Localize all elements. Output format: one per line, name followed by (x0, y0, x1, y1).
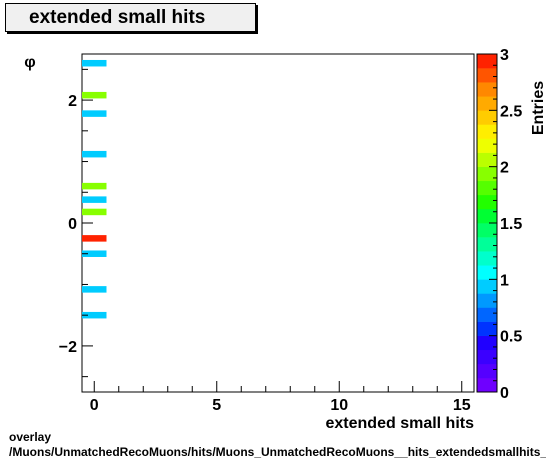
palette-swatch (477, 82, 497, 97)
z-axis: 0 0.5 1 1.5 2 2.5 3 (489, 47, 522, 402)
y-axis: −2 0 2 (59, 68, 93, 378)
palette-swatch (477, 68, 497, 83)
palette-swatch (477, 349, 497, 365)
palette-swatch (477, 96, 497, 111)
heatmap-cell (82, 91, 107, 99)
palette-swatch (477, 223, 497, 238)
palette-swatch (477, 152, 497, 167)
z-tick-label: 2 (500, 160, 509, 177)
y-tick-label: 0 (68, 216, 77, 233)
heatmap-cell (82, 150, 107, 158)
color-palette (476, 53, 498, 393)
palette-swatch (477, 251, 497, 266)
heatmap-cell (82, 59, 107, 67)
heatmap-cell (82, 208, 107, 216)
palette-swatch (477, 194, 497, 210)
palette-swatch (477, 138, 497, 153)
palette-swatch (477, 237, 497, 252)
x-tick-label: 10 (330, 397, 348, 414)
palette-swatch (477, 265, 497, 280)
heatmap-cell (82, 235, 107, 242)
z-tick-label: 0 (500, 385, 509, 402)
footer-line-1: overlay (9, 430, 52, 444)
palette-swatch (477, 180, 497, 196)
z-axis-title: Entries (530, 81, 546, 135)
x-axis: 0 5 10 15 (90, 381, 471, 414)
z-tick-label: 1 (500, 272, 509, 289)
y-tick-label: 2 (68, 93, 77, 110)
z-tick-label: 2.5 (500, 103, 522, 120)
chart-title: extended small hits (5, 3, 256, 32)
x-tick-label: 0 (90, 397, 99, 414)
palette-swatch (477, 293, 497, 308)
palette-swatch (477, 110, 497, 125)
heatmap-cell (82, 286, 107, 293)
palette-swatch (477, 208, 497, 224)
palette-swatch (477, 124, 497, 139)
palette-swatch (477, 363, 497, 379)
y-axis-title: φ (24, 54, 35, 71)
palette-swatch (477, 377, 497, 393)
palette-swatch (477, 54, 497, 69)
x-tick-label: 5 (212, 397, 221, 414)
heatmap-cell (82, 311, 107, 319)
z-tick-label: 3 (500, 47, 509, 64)
footer-line-2: /Muons/UnmatchedRecoMuons/hits/Muons_Unm… (9, 445, 546, 459)
x-tick-label: 15 (453, 397, 471, 414)
palette-swatch (477, 166, 497, 182)
heatmap-cell (82, 250, 107, 257)
z-tick-label: 1.5 (500, 216, 522, 233)
heatmap-cell (82, 110, 107, 117)
chart: 0 5 10 15 −2 0 2 extended small hits φ 0 0.5 1 1… (24, 47, 546, 430)
palette-swatch (477, 307, 497, 322)
palette-swatch (477, 335, 497, 351)
heatmap-cell (82, 182, 107, 190)
palette-swatch (477, 279, 497, 294)
z-tick-label: 0.5 (500, 329, 522, 346)
cell-group (82, 59, 107, 319)
plot-frame (81, 53, 475, 393)
palette-swatch (477, 321, 497, 336)
footer: overlay /Muons/UnmatchedRecoMuons/hits/M… (9, 430, 546, 460)
x-axis-title: extended small hits (326, 415, 475, 430)
y-tick-label: −2 (59, 339, 77, 356)
heatmap-cell (82, 196, 107, 203)
